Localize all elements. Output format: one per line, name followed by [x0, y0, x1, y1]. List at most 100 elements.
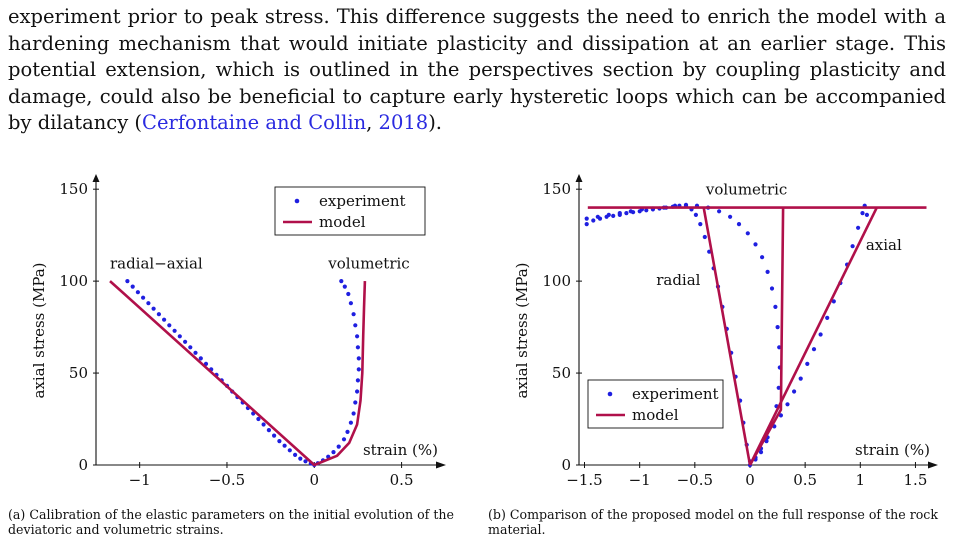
data-point: [591, 218, 596, 223]
paragraph-end: ).: [428, 111, 442, 134]
data-point: [353, 400, 358, 405]
data-point: [611, 213, 616, 218]
data-point: [606, 212, 611, 217]
data-point: [698, 222, 703, 227]
y-axis-arrow: [575, 174, 583, 182]
data-point: [818, 332, 823, 337]
data-point: [146, 301, 151, 306]
series-model-axial: [748, 207, 878, 466]
y-tick-label: 50: [69, 364, 88, 382]
y-axis-arrow: [92, 174, 100, 182]
x-axis-label: strain (%): [363, 441, 438, 459]
data-point: [351, 411, 356, 416]
data-point: [266, 428, 271, 433]
data-point: [778, 413, 783, 418]
y-axis-label: axial stress (MPa): [513, 262, 531, 398]
data-point: [282, 443, 287, 448]
annotation: volumetric: [705, 181, 787, 199]
data-point: [355, 334, 360, 339]
data-point: [355, 345, 360, 350]
data-point: [702, 234, 707, 240]
series-experiment: [125, 279, 361, 468]
data-point: [272, 433, 277, 438]
data-point: [773, 304, 778, 309]
x-tick-label: −0.5: [209, 471, 245, 489]
data-point: [193, 350, 198, 355]
data-point: [856, 225, 861, 230]
data-point: [198, 356, 203, 361]
data-point: [341, 437, 347, 442]
data-point: [303, 459, 308, 464]
data-point: [353, 323, 358, 328]
citation-authors-link[interactable]: Cerfontaine and Collin: [142, 111, 367, 134]
y-tick-label: 150: [542, 180, 571, 198]
x-tick-label: 1: [856, 471, 866, 489]
data-point: [130, 284, 135, 289]
legend-marker-dot: [607, 391, 613, 397]
legend: experiment model: [274, 186, 426, 236]
data-point: [346, 291, 351, 297]
x-tick-label: −0.5: [677, 471, 713, 489]
legend-label: model: [632, 406, 679, 424]
x-tick-label: 0: [745, 471, 755, 489]
data-point: [860, 211, 865, 216]
data-point: [345, 429, 350, 434]
data-point: [151, 306, 156, 311]
data-point: [728, 214, 733, 219]
data-point: [683, 202, 689, 207]
legend: experiment model: [587, 379, 724, 429]
data-point: [805, 361, 810, 366]
data-point: [356, 367, 361, 372]
citation-year-link[interactable]: 2018: [378, 111, 429, 134]
body-paragraph: experiment prior to peak stress. This di…: [8, 4, 946, 137]
data-point: [777, 345, 782, 350]
data-point: [261, 422, 266, 427]
data-point: [753, 242, 758, 247]
x-tick-label: 0.5: [390, 471, 414, 489]
data-point: [293, 452, 298, 457]
data-point: [141, 295, 146, 300]
data-point: [348, 301, 353, 306]
annotation: radial−axial: [110, 254, 203, 272]
series-experiment-axial: [747, 203, 869, 468]
x-tick-label: 0: [310, 471, 320, 489]
data-point: [331, 450, 336, 455]
data-point: [355, 378, 360, 383]
annotation: radial: [656, 271, 700, 289]
x-tick-label: −1: [629, 471, 651, 489]
data-point: [342, 284, 347, 289]
data-point: [355, 389, 360, 394]
annotation: axial: [866, 236, 902, 254]
data-point: [356, 356, 361, 361]
legend-label: experiment: [632, 385, 719, 403]
data-point: [617, 211, 622, 216]
data-point: [831, 299, 836, 304]
legend-label: model: [319, 213, 366, 231]
citation-separator: ,: [366, 111, 379, 134]
data-point: [864, 212, 869, 217]
data-point: [850, 244, 855, 249]
data-point: [717, 209, 722, 214]
data-point: [339, 279, 344, 284]
data-point: [172, 328, 177, 333]
data-point: [584, 216, 589, 221]
data-point: [125, 279, 130, 284]
data-point: [693, 212, 698, 217]
data-point: [277, 439, 282, 444]
caption-a: (a) Calibration of the elastic parameter…: [8, 507, 454, 537]
x-axis-arrow: [928, 461, 938, 469]
data-point: [776, 385, 781, 390]
legend-box: [274, 186, 426, 236]
x-tick-label: −1: [129, 471, 151, 489]
annotation: volumetric: [327, 254, 409, 272]
data-point: [758, 450, 764, 455]
legend-box: [587, 379, 724, 429]
data-point: [162, 317, 167, 322]
x-tick-label: −1.5: [566, 471, 602, 489]
data-point: [167, 323, 172, 328]
y-tick-label: 50: [552, 364, 571, 382]
caption-b: (b) Comparison of the proposed model on …: [488, 507, 938, 537]
data-point: [584, 222, 589, 227]
data-point: [792, 389, 797, 394]
data-point: [765, 269, 770, 274]
